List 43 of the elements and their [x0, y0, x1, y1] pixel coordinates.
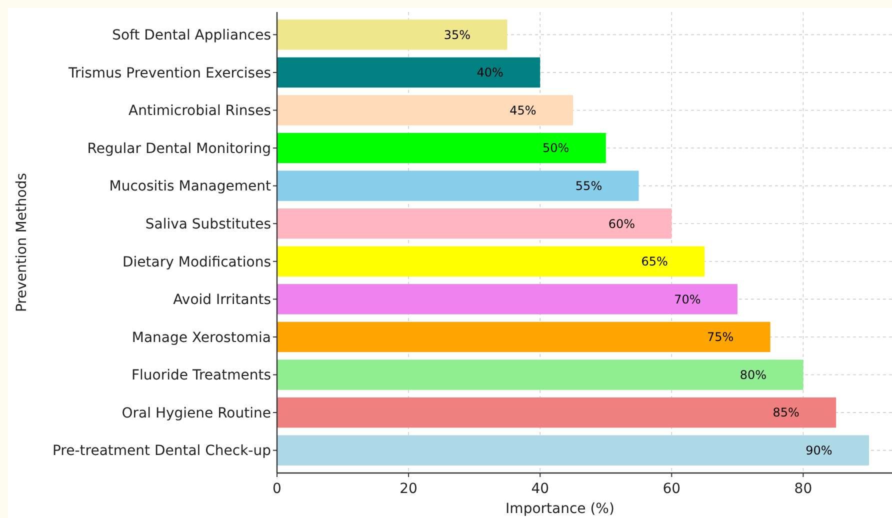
x-tick-label: 80 [794, 481, 812, 497]
bar [277, 435, 869, 466]
data-label: 75% [706, 330, 734, 344]
bar [277, 170, 639, 201]
x-tick-label: 60 [662, 481, 681, 497]
y-tick-label: Saliva Substitutes [145, 216, 271, 233]
data-label: 65% [641, 254, 668, 269]
y-tick-label: Antimicrobial Rinses [128, 103, 271, 120]
x-tick-label: 0 [272, 481, 282, 497]
y-tick-label: Mucositis Management [109, 178, 272, 195]
data-label: 60% [608, 216, 635, 231]
x-tick-label: 40 [531, 481, 550, 497]
x-tick-label: 20 [400, 481, 418, 497]
data-label: 85% [772, 406, 800, 420]
y-tick-label: Pre-treatment Dental Check-up [52, 443, 272, 460]
bar [277, 132, 606, 164]
y-tick-label: Fluoride Treatments [131, 368, 271, 384]
data-label: 50% [542, 141, 570, 156]
bar [277, 322, 770, 352]
y-tick-label: Oral Hygiene Routine [122, 405, 271, 422]
bar [277, 208, 672, 239]
data-label: 90% [806, 444, 832, 458]
bar [277, 20, 508, 50]
y-axis-title: Prevention Methods [14, 172, 30, 312]
bar [277, 95, 573, 126]
y-tick-label: Avoid Irritants [173, 292, 271, 308]
data-label: 45% [510, 103, 536, 118]
y-tick-label: Manage Xerostomia [132, 330, 271, 346]
bar [277, 397, 836, 428]
data-label: 40% [476, 66, 504, 80]
bar [277, 284, 738, 314]
data-label: 35% [444, 28, 471, 42]
bar [277, 57, 540, 88]
data-label: 55% [575, 179, 602, 194]
bar [277, 360, 804, 390]
y-tick-label: Dietary Modifications [122, 254, 271, 270]
bar [277, 246, 705, 277]
data-label: 80% [740, 368, 767, 382]
x-axis-title: Importance (%) [506, 501, 614, 517]
data-label: 70% [674, 292, 701, 306]
y-tick-label: Trismus Prevention Exercises [67, 65, 271, 82]
y-tick-label: Regular Dental Monitoring [87, 140, 271, 157]
y-tick-label: Soft Dental Appliances [112, 28, 271, 44]
